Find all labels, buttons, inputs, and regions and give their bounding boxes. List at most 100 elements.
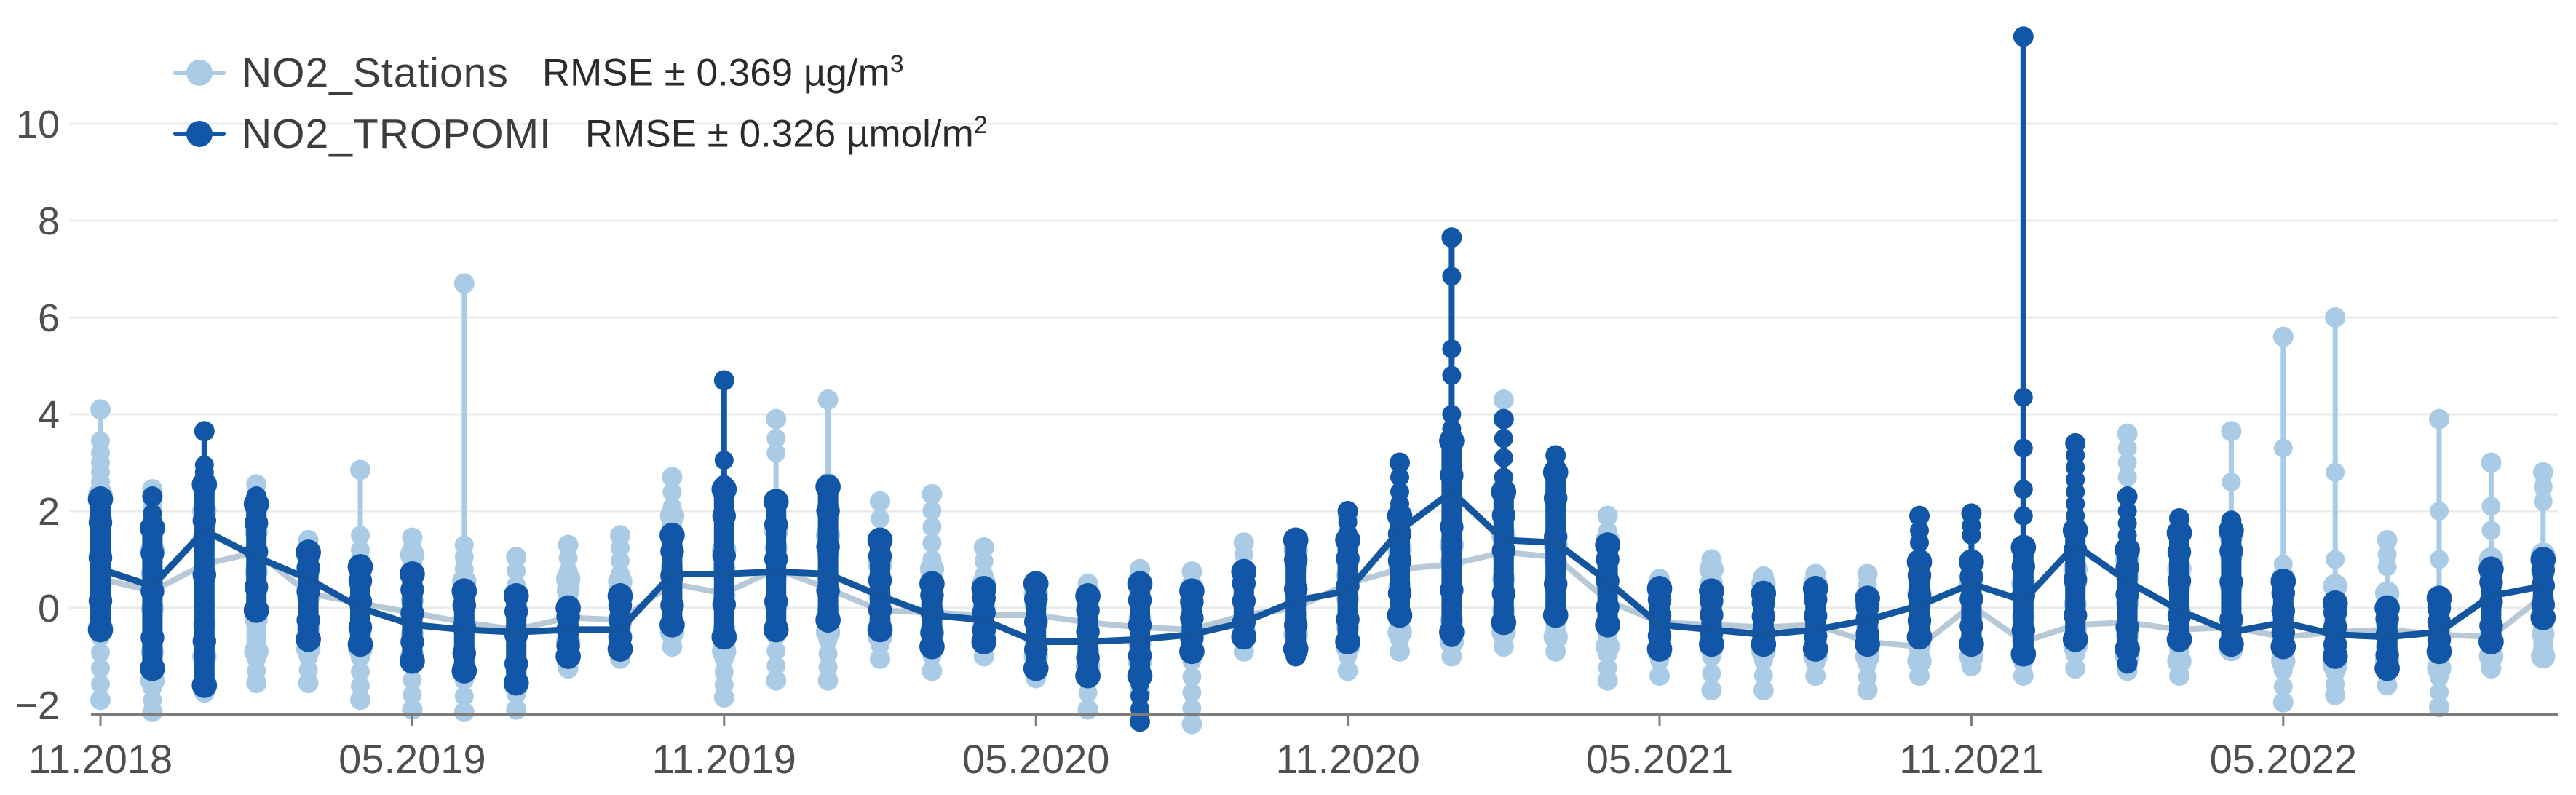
tropomi-mean-line (97, 488, 2547, 646)
stations-outlier-dot (2272, 692, 2294, 713)
tropomi-core-bump (192, 508, 217, 533)
stations-outlier-dot (2430, 550, 2449, 569)
stations-outlier-dot (90, 689, 111, 711)
tropomi-core-cap (763, 617, 789, 643)
stations-outlier-dot (2377, 675, 2398, 696)
stations-outlier-dot (922, 533, 942, 553)
tropomi-core-cap (191, 472, 218, 497)
tropomi-core-bump (2479, 570, 2503, 594)
stations-outlier-dot (1182, 683, 1202, 703)
tropomi-core-bump (244, 511, 269, 535)
tropomi-core-bump (1387, 581, 1412, 606)
stations-outlier-dot (766, 656, 786, 676)
stations-outlier-dot (1858, 668, 1877, 687)
stations-outlier-dot (351, 662, 370, 681)
tropomi-core-bump (1128, 644, 1152, 668)
tropomi-core-bump (1647, 588, 1672, 612)
tropomi-core-bump (1336, 546, 1360, 571)
legend-rmse-stations: RMSE ± 0.369 µg/m3 (542, 50, 904, 95)
tropomi-outlier-dot (714, 451, 734, 470)
stations-outlier-dot (766, 429, 786, 448)
tropomi-core-bump (1700, 588, 1724, 613)
stations-outlier-dot (453, 701, 475, 722)
tropomi-core-bump (192, 629, 217, 653)
tropomi-core-bump (1283, 577, 1308, 601)
tropomi-core-cap (1335, 527, 1360, 553)
tropomi-core-bump (1336, 607, 1360, 632)
tropomi-core-bump (764, 547, 788, 571)
stations-outlier-dot (2273, 438, 2293, 458)
tropomi-core-bump (1440, 463, 1464, 488)
tropomi-core-cap (1387, 602, 1413, 628)
y-axis-tick-label: 8 (38, 199, 60, 243)
tropomi-core-bump (1232, 589, 1256, 613)
tropomi-core-cap (815, 607, 841, 633)
stations-core-cap (1595, 634, 1620, 659)
tropomi-core-cap (243, 597, 269, 623)
tropomi-core-bump (1596, 595, 1620, 620)
stations-outlier-dot (766, 443, 786, 463)
tropomi-outlier-dot (1494, 429, 1513, 448)
tropomi-core-cap (2010, 641, 2037, 667)
stations-outlier-dot (1078, 683, 1098, 703)
tropomi-core-bump (2115, 582, 2139, 606)
tropomi-core-cap (1542, 602, 1569, 628)
tropomi-core-cap (2062, 518, 2088, 543)
tropomi-outlier-dot (194, 421, 215, 442)
tropomi-outlier-dot (2013, 506, 2033, 526)
stations-core-cap (2167, 649, 2192, 673)
stations-outlier-dot (2533, 491, 2553, 511)
x-axis-tick-label: 11.2018 (28, 736, 173, 782)
stations-outlier-dot (2117, 423, 2138, 444)
tropomi-core-bump (88, 545, 113, 570)
stations-outlier-dot (1077, 699, 1098, 720)
tropomi-core-bump (2271, 581, 2296, 605)
stations-outlier-dot (2117, 453, 2137, 472)
tropomi-outlier-dot (1910, 533, 1929, 553)
tropomi-outlier-dot (1493, 408, 1514, 430)
stations-outlier-dot (2272, 326, 2294, 347)
tropomi-core-bump (1283, 547, 1308, 572)
stations-outlier-dot (2117, 467, 2137, 487)
tropomi-core-bump (2167, 540, 2192, 564)
tropomi-core-cap (2010, 534, 2037, 561)
stations-core-cap (1543, 625, 1568, 649)
tropomi-core-bump (2479, 614, 2503, 638)
tropomi-core-cap (711, 624, 737, 650)
tropomi-core-cap (451, 658, 477, 684)
stations-outlier-dot (870, 491, 890, 512)
stations-outlier-dot (2117, 438, 2137, 458)
stations-core-cap (2531, 644, 2556, 669)
tropomi-core-bump (1543, 571, 1568, 596)
stations-outlier-dot (1337, 660, 1358, 681)
tropomi-core-bump (764, 513, 788, 537)
tropomi-core-bump (868, 544, 892, 569)
stations-outlier-dot (766, 670, 787, 691)
stations-outlier-dot (298, 660, 318, 680)
tropomi-core-bump (1023, 609, 1048, 634)
stations-outlier-dot (1753, 680, 1774, 701)
tropomi-core-bump (504, 599, 528, 624)
tropomi-core-cap (400, 648, 425, 674)
tropomi-core-bump (2219, 569, 2243, 594)
stations-outlier-dot (91, 658, 110, 678)
stations-outlier-dot (922, 660, 943, 681)
tropomi-core-bump (400, 630, 424, 654)
tropomi-outlier-dot (1390, 452, 1410, 473)
legend-label-tropomi: NO2_TROPOMI (242, 111, 552, 157)
stations-outlier-dot (2222, 472, 2241, 492)
stations-outlier-dot (2377, 557, 2397, 577)
tropomi-core-bump (1543, 486, 1568, 510)
tropomi-core-bump (660, 593, 684, 617)
tropomi-core-bump (2531, 593, 2556, 617)
y-axis-tick-label: −2 (15, 684, 60, 727)
stations-core-cap (400, 542, 425, 567)
stations-outlier-dot (2065, 658, 2086, 679)
tropomi-core-cap (296, 626, 321, 652)
tropomi-core-bump (504, 652, 528, 676)
tropomi-core-bump (2323, 601, 2347, 625)
tropomi-core-cap (1075, 662, 1101, 689)
stations-outlier-dot (2481, 497, 2501, 516)
tropomi-core-cap (503, 670, 529, 696)
tropomi-core-cap (87, 617, 114, 643)
